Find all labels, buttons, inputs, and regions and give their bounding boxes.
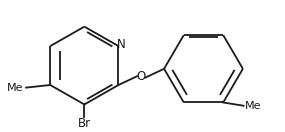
Text: O: O	[137, 70, 146, 83]
Text: N: N	[116, 38, 125, 51]
Text: Me: Me	[7, 83, 24, 93]
Text: Br: Br	[78, 117, 91, 130]
Text: Me: Me	[245, 101, 262, 111]
